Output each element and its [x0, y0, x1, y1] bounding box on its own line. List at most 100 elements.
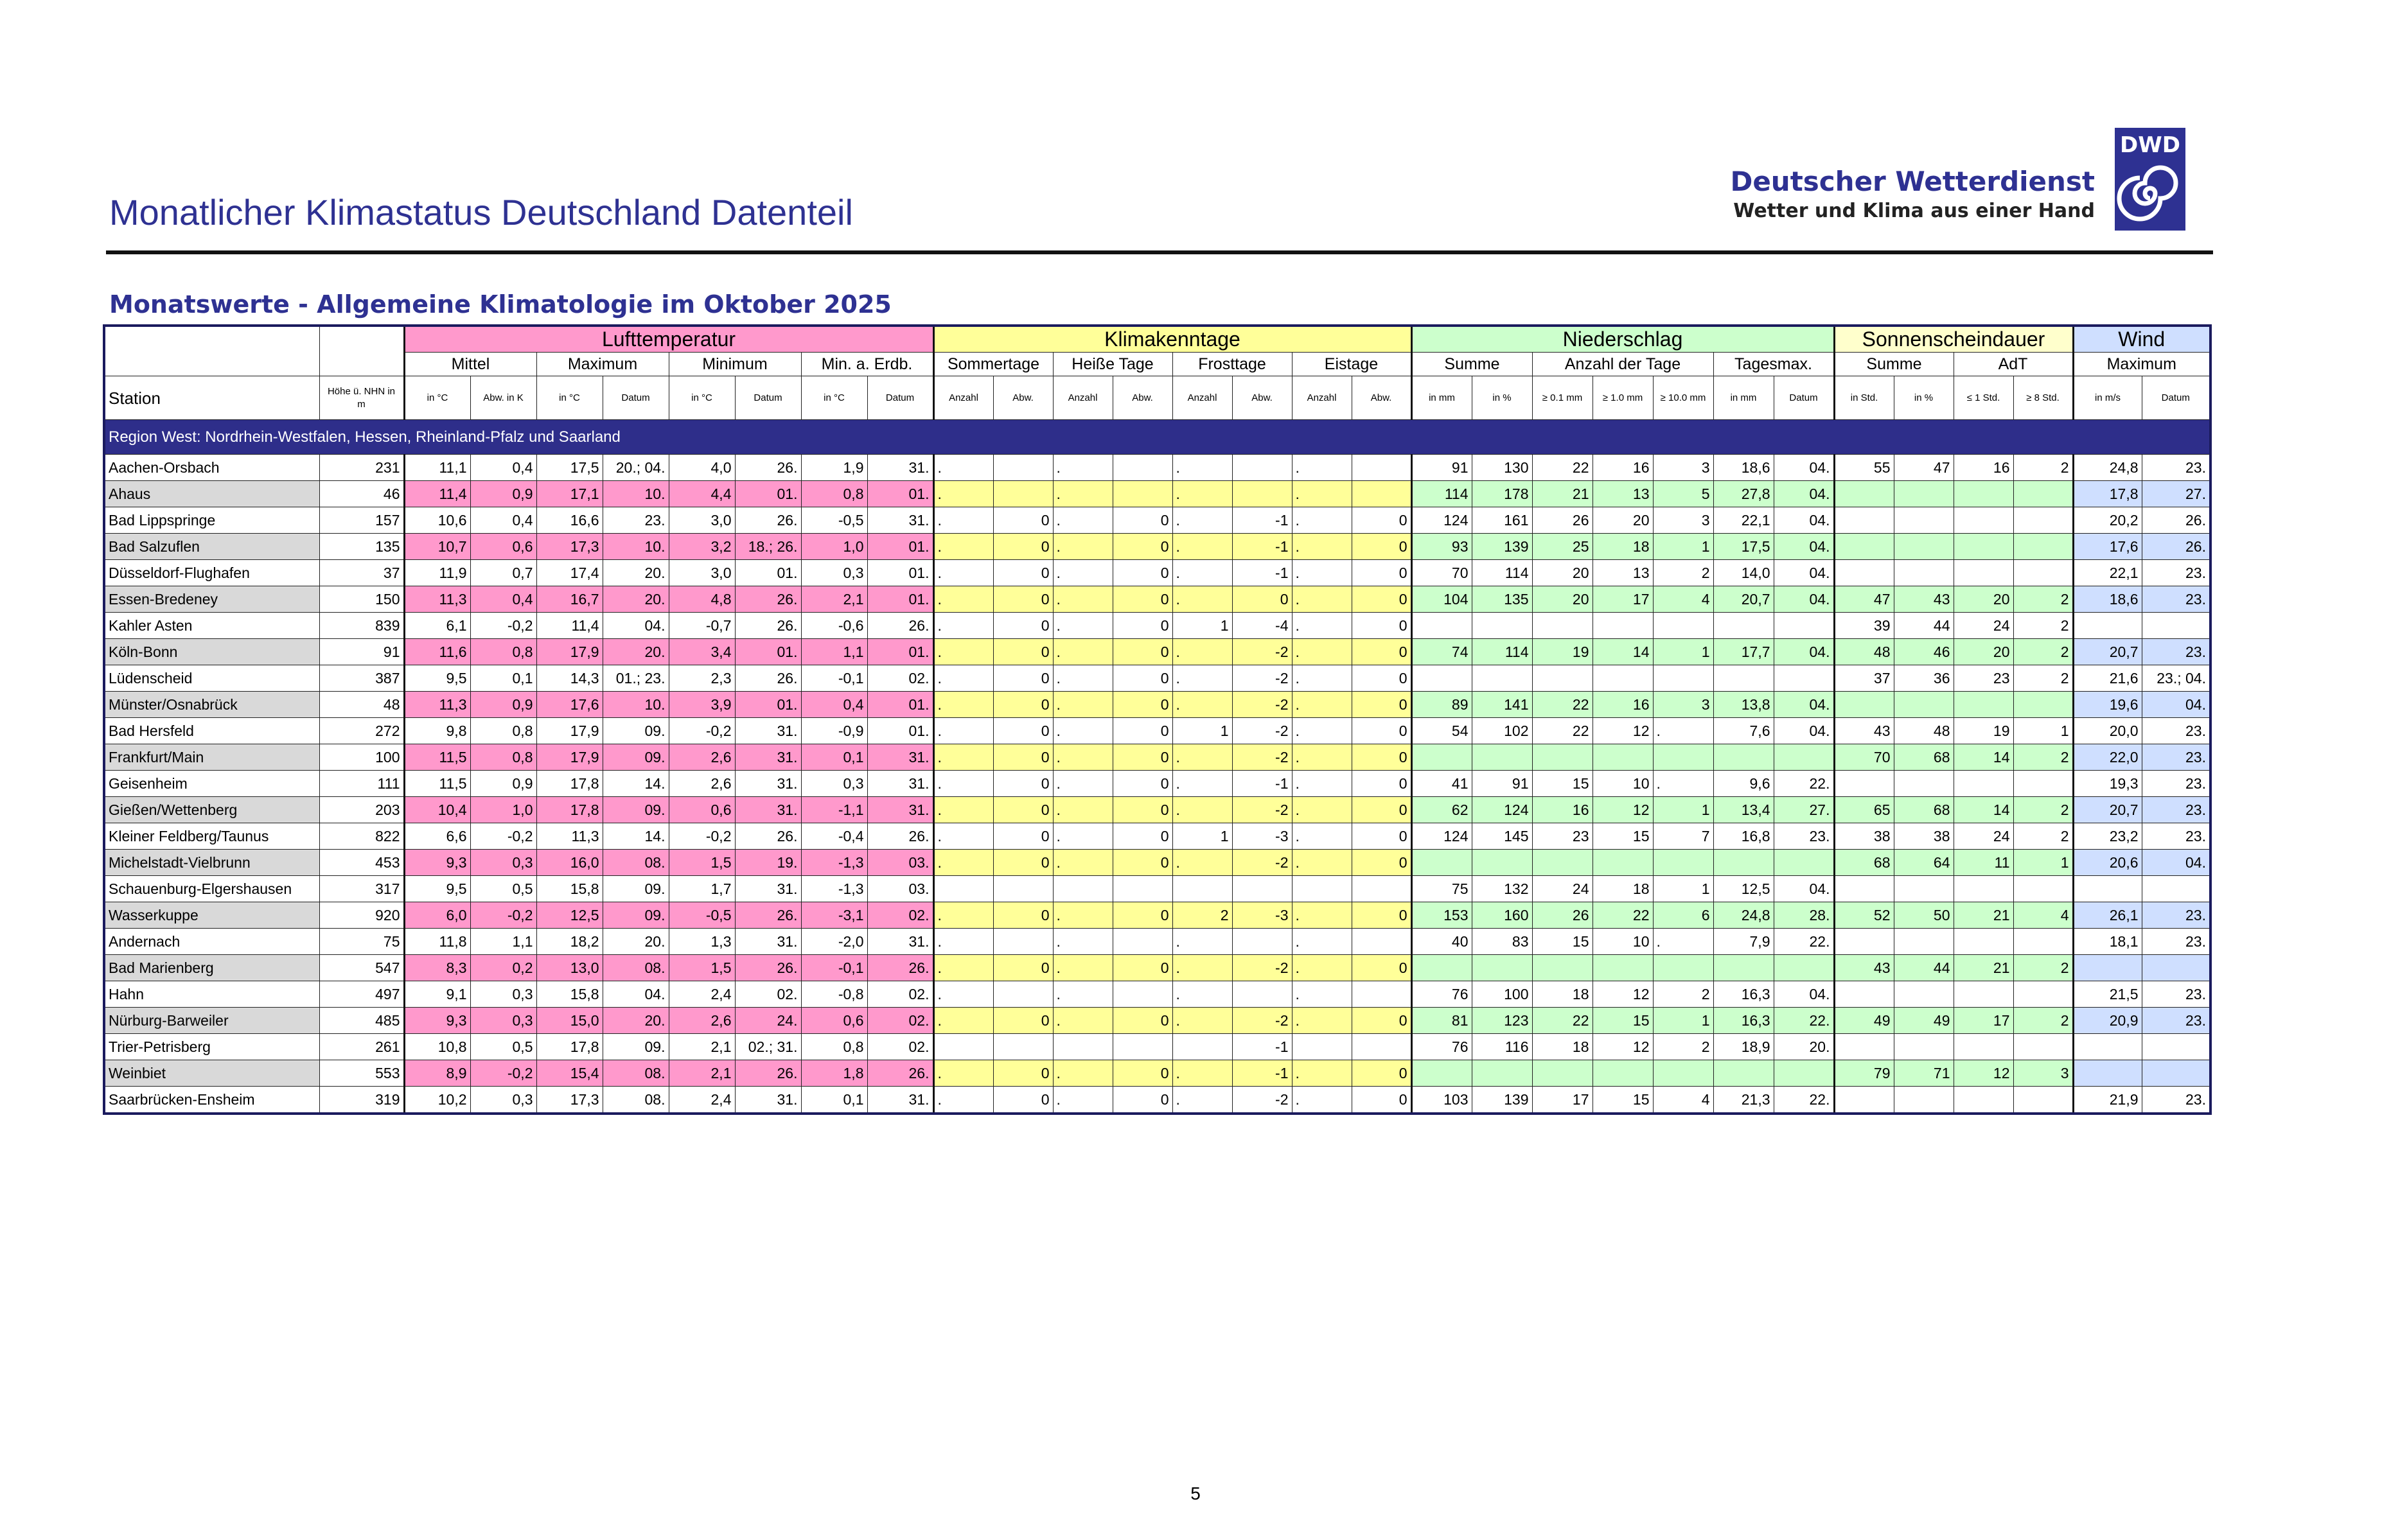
- data-cell: 02.: [734, 981, 802, 1008]
- data-cell: 102: [1471, 717, 1533, 744]
- station-name: Schauenburg-Elgershausen: [103, 875, 320, 902]
- data-cell: .: [1172, 691, 1233, 718]
- data-cell: 74: [1410, 638, 1472, 665]
- unit-header: in %: [1471, 376, 1533, 420]
- data-cell: 11,4: [403, 480, 471, 507]
- data-cell: 04.: [1773, 480, 1835, 507]
- data-cell: .: [932, 849, 994, 876]
- data-cell: 3: [1652, 507, 1714, 534]
- data-cell: 04.: [1773, 875, 1835, 902]
- data-cell: 64: [1893, 849, 1954, 876]
- data-cell: 3: [1652, 454, 1714, 481]
- data-cell: 17,8: [2072, 480, 2142, 507]
- data-cell: 272: [319, 717, 405, 744]
- data-cell: [1351, 928, 1412, 955]
- table-row: Münster/Osnabrück 48 11,3 0,9 17,6 10. 3,9 01. 0…: [103, 691, 2211, 718]
- data-cell: 0: [1351, 796, 1412, 823]
- table-row: Region West: Nordrhein-Westfalen, Hessen…: [103, 419, 2211, 455]
- data-cell: 18.; 26.: [734, 533, 802, 560]
- data-cell: [2072, 954, 2142, 981]
- data-cell: 31.: [734, 875, 802, 902]
- unit-header: in °C: [800, 376, 868, 420]
- data-cell: [932, 1033, 994, 1060]
- data-cell: 10: [1592, 770, 1654, 797]
- data-cell: .: [1291, 1060, 1352, 1087]
- data-cell: [993, 875, 1054, 902]
- data-cell: 0: [993, 612, 1054, 639]
- data-cell: 0,1: [470, 665, 537, 692]
- data-cell: [1410, 1060, 1472, 1087]
- data-cell: 02.: [867, 902, 934, 929]
- data-cell: -2: [1231, 665, 1293, 692]
- data-cell: [1833, 507, 1894, 534]
- data-cell: 17,8: [536, 796, 603, 823]
- data-cell: 1,7: [668, 875, 736, 902]
- data-cell: 23.: [2141, 559, 2211, 586]
- data-cell: 26,1: [2072, 902, 2142, 929]
- data-cell: .: [1172, 454, 1233, 481]
- data-cell: 02.: [867, 665, 934, 692]
- data-cell: 18: [1531, 1033, 1593, 1060]
- data-cell: 0: [1112, 796, 1173, 823]
- data-cell: 0: [993, 665, 1054, 692]
- data-cell: .: [1172, 480, 1233, 507]
- data-cell: [1833, 1086, 1894, 1114]
- data-cell: .: [1172, 1086, 1233, 1114]
- data-cell: 19: [1953, 717, 2014, 744]
- data-cell: 20,7: [2072, 638, 2142, 665]
- data-cell: [1471, 612, 1533, 639]
- data-cell: .: [1652, 717, 1714, 744]
- data-cell: 26.: [2141, 533, 2211, 560]
- data-cell: [1592, 1060, 1654, 1087]
- unit-header: in m/s: [2072, 376, 2142, 420]
- data-cell: 23.: [2141, 796, 2211, 823]
- data-cell: [1291, 875, 1352, 902]
- data-cell: 41: [1410, 770, 1472, 797]
- data-cell: 14,3: [536, 665, 603, 692]
- data-cell: 0: [1351, 1060, 1412, 1087]
- data-cell: [1833, 770, 1894, 797]
- data-cell: [1893, 875, 1954, 902]
- data-cell: 09.: [602, 717, 669, 744]
- data-cell: 27.: [1773, 796, 1835, 823]
- station-name: Bad Salzuflen: [103, 533, 320, 560]
- data-cell: [1953, 1033, 2014, 1060]
- station-header: Station: [103, 376, 320, 420]
- data-cell: 16,0: [536, 849, 603, 876]
- data-cell: 0: [1112, 770, 1173, 797]
- data-cell: [993, 480, 1054, 507]
- subtitle: Monatswerte - Allgemeine Klimatologie im…: [109, 290, 892, 319]
- data-cell: 0: [1112, 954, 1173, 981]
- data-cell: 920: [319, 902, 405, 929]
- data-cell: 0,9: [470, 770, 537, 797]
- data-cell: 0: [1351, 691, 1412, 718]
- data-cell: .: [1052, 954, 1113, 981]
- data-cell: 16: [1592, 454, 1654, 481]
- data-cell: 1,9: [800, 454, 868, 481]
- data-cell: .: [1052, 691, 1113, 718]
- data-cell: 1,5: [668, 849, 736, 876]
- data-cell: 9,5: [403, 875, 471, 902]
- data-cell: [1531, 1060, 1593, 1087]
- data-cell: [1410, 744, 1472, 771]
- data-cell: 0,2: [470, 954, 537, 981]
- data-cell: 0: [1351, 533, 1412, 560]
- data-cell: 48: [1893, 717, 1954, 744]
- data-cell: -0,9: [800, 717, 868, 744]
- data-cell: .: [932, 717, 994, 744]
- data-cell: .: [1052, 638, 1113, 665]
- data-cell: 37: [1833, 665, 1894, 692]
- data-cell: [1052, 1033, 1113, 1060]
- data-cell: .: [1052, 1007, 1113, 1034]
- data-cell: [1471, 665, 1533, 692]
- data-cell: [1893, 480, 1954, 507]
- data-cell: [1410, 612, 1472, 639]
- data-cell: 20,9: [2072, 1007, 2142, 1034]
- data-cell: 04.: [1773, 507, 1835, 534]
- data-cell: 17,1: [536, 480, 603, 507]
- station-name: Michelstadt-Vielbrunn: [103, 849, 320, 876]
- data-cell: 319: [319, 1086, 405, 1114]
- unit-header: ≥ 10.0 mm: [1652, 376, 1714, 420]
- data-cell: -2: [1231, 638, 1293, 665]
- data-cell: .: [1172, 665, 1233, 692]
